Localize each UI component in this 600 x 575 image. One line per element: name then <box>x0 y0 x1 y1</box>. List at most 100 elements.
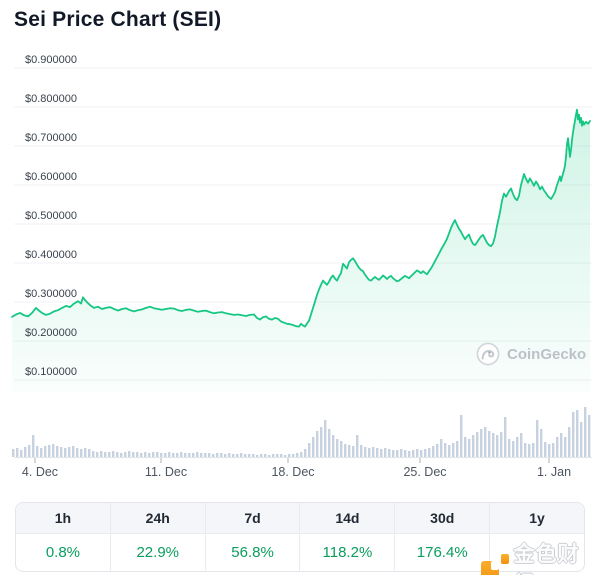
volume-bar <box>396 450 399 457</box>
volume-bar <box>256 455 259 457</box>
volume-bar <box>192 453 195 457</box>
stat-period-header: 14d <box>300 503 395 534</box>
stat-value: 56.8% <box>231 544 274 561</box>
volume-bar <box>268 455 271 457</box>
volume-bar <box>484 427 487 457</box>
volume-bar <box>504 417 507 457</box>
volume-bar <box>564 437 567 457</box>
volume-bar <box>272 454 275 457</box>
volume-bar <box>552 443 555 457</box>
volume-bar <box>52 444 55 457</box>
volume-bar <box>148 453 151 457</box>
coingecko-watermark-label: CoinGecko <box>507 345 587 363</box>
y-axis-label: $0.800000 <box>25 93 77 105</box>
price-line <box>11 108 591 328</box>
volume-bar <box>416 449 419 457</box>
volume-bar <box>188 453 191 457</box>
volume-bar <box>76 448 79 457</box>
volume-bar <box>44 446 47 457</box>
volume-bar <box>512 441 515 457</box>
x-axis-label: 11. Dec <box>145 465 187 479</box>
volume-bar <box>64 448 67 457</box>
stat-period-header: 24h <box>110 503 205 534</box>
volume-bar <box>300 452 303 457</box>
volume-bar <box>580 422 583 457</box>
volume-bar <box>284 455 287 457</box>
volume-bar <box>476 432 479 457</box>
stats-col-24h: 24h 22.9% <box>109 503 205 571</box>
volume-bar <box>412 450 415 457</box>
volume-bar <box>100 451 103 457</box>
volume-bar <box>556 437 559 457</box>
volume-bar <box>336 439 339 457</box>
volume-bar <box>180 452 183 457</box>
volume-bar <box>464 437 467 457</box>
volume-bar <box>124 452 127 457</box>
volume-bar <box>312 437 315 457</box>
stat-period-header: 30d <box>395 503 490 534</box>
volume-bar <box>280 454 283 457</box>
volume-bar <box>240 453 243 457</box>
volume-bar <box>520 433 523 457</box>
x-axis-label: 1. Jan <box>537 465 571 479</box>
volume-bar <box>384 448 387 457</box>
volume-bar <box>468 439 471 457</box>
volume-bar <box>428 448 431 457</box>
volume-bar <box>548 444 551 457</box>
volume-bar <box>304 449 307 457</box>
volume-bar <box>24 447 27 457</box>
volume-bar <box>572 412 575 457</box>
volume-bar <box>460 415 463 457</box>
volume-bar <box>32 435 35 457</box>
stat-value: 176.4% <box>416 544 468 561</box>
volume-bar <box>448 445 451 457</box>
volume-bar <box>588 415 591 457</box>
volume-bar <box>456 441 459 457</box>
volume-bar <box>576 410 579 457</box>
volume-bar <box>500 432 503 457</box>
volume-bar <box>116 452 119 457</box>
volume-bar <box>508 439 511 457</box>
volume-bar <box>328 429 331 457</box>
volume-bar <box>88 449 91 457</box>
volume-bar <box>308 443 311 457</box>
volume-bar <box>220 453 223 457</box>
volume-bar <box>408 451 411 457</box>
volume-bar <box>204 453 207 457</box>
volume-bar <box>168 452 171 457</box>
volume-bar <box>320 427 323 457</box>
volume-bar <box>568 427 571 457</box>
volume-bar <box>316 431 319 457</box>
volume-bar <box>332 435 335 457</box>
volume-bar <box>360 445 363 457</box>
volume-bar <box>72 446 75 457</box>
stats-col-1h: 1h 0.8% <box>16 503 110 571</box>
stats-col-14d: 14d 118.2% <box>299 503 395 571</box>
price-chart-svg[interactable]: $0.900000 $0.800000 $0.700000 $0.600000 $0.5… <box>0 0 600 490</box>
volume-bar <box>224 454 227 457</box>
volume-bar <box>140 453 143 457</box>
coingecko-watermark: CoinGecko <box>476 342 586 366</box>
volume-bar <box>160 453 163 457</box>
volume-bar <box>16 448 19 457</box>
y-axis-label: $0.200000 <box>25 327 77 339</box>
volume-bar <box>536 420 539 457</box>
y-axis-label: $0.400000 <box>25 249 77 261</box>
volume-bar <box>248 454 251 457</box>
stat-value: 0.8% <box>45 544 81 561</box>
coingecko-gecko-icon <box>476 342 500 366</box>
volume-bar <box>212 454 215 457</box>
volume-bar <box>488 431 491 457</box>
stats-col-7d: 7d 56.8% <box>204 503 300 571</box>
volume-bar <box>260 454 263 457</box>
volume-bar <box>584 407 587 457</box>
y-axis-label: $0.700000 <box>25 132 77 144</box>
volume-bar <box>392 450 395 457</box>
volume-bar <box>424 449 427 457</box>
volume-bar <box>372 447 375 457</box>
volume-bar <box>112 451 115 457</box>
volume-bar <box>56 446 59 457</box>
y-axis-label: $0.500000 <box>25 210 77 222</box>
volume-bar <box>84 448 87 457</box>
volume-bar <box>36 446 39 457</box>
